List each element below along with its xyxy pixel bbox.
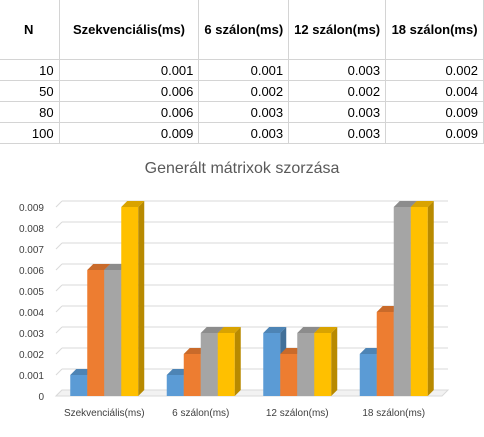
table-cell[interactable]: 0.006: [59, 80, 200, 102]
bar-front: [314, 333, 332, 396]
table-cell[interactable]: 0.006: [59, 101, 200, 123]
table-cell[interactable]: 80: [0, 101, 60, 123]
gridline-depth: [55, 242, 63, 250]
bar-top: [217, 327, 241, 333]
bar-front: [166, 375, 184, 396]
bar-side: [427, 201, 434, 396]
y-tick-label: 0.006: [19, 266, 44, 277]
bar: [314, 327, 338, 396]
table-cell[interactable]: 0.009: [59, 122, 200, 144]
bar-front: [376, 312, 394, 396]
bar-side: [331, 327, 338, 396]
gridline-depth: [55, 347, 63, 355]
bar: [217, 327, 241, 396]
header-cell-12-threads[interactable]: 12 szálon(ms): [288, 0, 387, 60]
x-category-label: 12 szálon(ms): [266, 408, 329, 419]
y-tick-label: 0.004: [19, 308, 44, 319]
table-cell[interactable]: 0.004: [385, 80, 484, 102]
table-row: 50 0.006 0.002 0.002 0.004: [0, 80, 484, 102]
bar-top: [410, 201, 434, 207]
table-row: 100 0.009 0.003 0.003 0.009: [0, 122, 484, 144]
gridline-depth: [55, 221, 63, 229]
table-row: 10 0.001 0.001 0.003 0.002: [0, 59, 484, 81]
bar-front: [410, 207, 428, 396]
y-tick-label: 0.001: [19, 371, 44, 382]
gridline-depth: [55, 305, 63, 313]
x-category-label: 18 szálon(ms): [362, 408, 425, 419]
table-cell[interactable]: 0.009: [385, 101, 484, 123]
spreadsheet: N Szekvenciális(ms) 6 szálon(ms) 12 szál…: [0, 0, 484, 145]
header-cell-n[interactable]: N: [0, 0, 60, 60]
bar-front: [217, 333, 235, 396]
y-tick-label: 0: [38, 392, 44, 403]
bar-top: [314, 327, 338, 333]
table-cell[interactable]: 0.001: [198, 59, 290, 81]
bar-side: [234, 327, 241, 396]
y-tick-label: 0.007: [19, 245, 44, 256]
bar-front: [297, 333, 315, 396]
table-cell[interactable]: 0.002: [385, 59, 484, 81]
bar-top: [87, 264, 111, 270]
header-cell-sequential[interactable]: Szekvenciális(ms): [59, 0, 200, 60]
gridline-depth: [55, 326, 63, 334]
bar-front: [70, 375, 88, 396]
table-cell[interactable]: 0.003: [198, 101, 290, 123]
bar-front: [87, 270, 105, 396]
table-cell[interactable]: 100: [0, 122, 60, 144]
y-tick-label: 0.005: [19, 287, 44, 298]
y-tick-label: 0.003: [19, 329, 44, 340]
bar-top: [263, 327, 287, 333]
bar-front: [359, 354, 377, 396]
x-category-label: Szekvenciális(ms): [64, 408, 145, 419]
chart-title: Generált mátrixok szorzása: [145, 160, 340, 177]
table-row: 80 0.006 0.003 0.003 0.009: [0, 101, 484, 123]
bar-chart[interactable]: Generált mátrixok szorzása 0 0.001 0.002 0.…: [0, 146, 484, 437]
bar: [121, 201, 145, 396]
bar-front: [263, 333, 281, 396]
gridline-depth: [55, 284, 63, 292]
table-cell[interactable]: 0.003: [198, 122, 290, 144]
table-cell[interactable]: 0.002: [288, 80, 387, 102]
data-table: N Szekvenciális(ms) 6 szálon(ms) 12 szál…: [0, 0, 484, 144]
header-cell-18-threads[interactable]: 18 szálon(ms): [385, 0, 484, 60]
bar-front: [183, 354, 201, 396]
table-cell[interactable]: 0.003: [288, 59, 387, 81]
table-cell[interactable]: 50: [0, 80, 60, 102]
chart-area[interactable]: Generált mátrixok szorzása 0 0.001 0.002 0.…: [0, 146, 484, 437]
table-cell[interactable]: 0.003: [288, 122, 387, 144]
bar-front: [104, 270, 122, 396]
x-axis-categories: Szekvenciális(ms) 6 szálon(ms) 12 szálon(m…: [64, 408, 425, 419]
y-axis-ticks: 0 0.001 0.002 0.003 0.004 0.005 0.006 0.007 0.00…: [19, 203, 44, 403]
table-cell[interactable]: 0.003: [288, 101, 387, 123]
bar-front: [280, 354, 298, 396]
bar-front: [121, 207, 139, 396]
bar-front: [393, 207, 411, 396]
bar-top: [121, 201, 145, 207]
bar-front: [200, 333, 218, 396]
header-row: N Szekvenciális(ms) 6 szálon(ms) 12 szál…: [0, 0, 484, 60]
bar: [410, 201, 434, 396]
y-tick-label: 0.009: [19, 203, 44, 214]
bar-top: [297, 327, 321, 333]
x-category-label: 6 szálon(ms): [172, 408, 229, 419]
table-cell[interactable]: 0.002: [198, 80, 290, 102]
bar-top: [200, 327, 224, 333]
table-cell[interactable]: 0.001: [59, 59, 200, 81]
gridline-depth: [55, 263, 63, 271]
header-cell-6-threads[interactable]: 6 szálon(ms): [198, 0, 290, 60]
table-cell[interactable]: 0.009: [385, 122, 484, 144]
bar-top: [393, 201, 417, 207]
bar-side: [138, 201, 145, 396]
table-cell[interactable]: 10: [0, 59, 60, 81]
gridline-depth: [55, 368, 63, 376]
bars: [70, 201, 434, 396]
gridline-depth: [55, 200, 63, 208]
y-tick-label: 0.002: [19, 350, 44, 361]
y-tick-label: 0.008: [19, 224, 44, 235]
